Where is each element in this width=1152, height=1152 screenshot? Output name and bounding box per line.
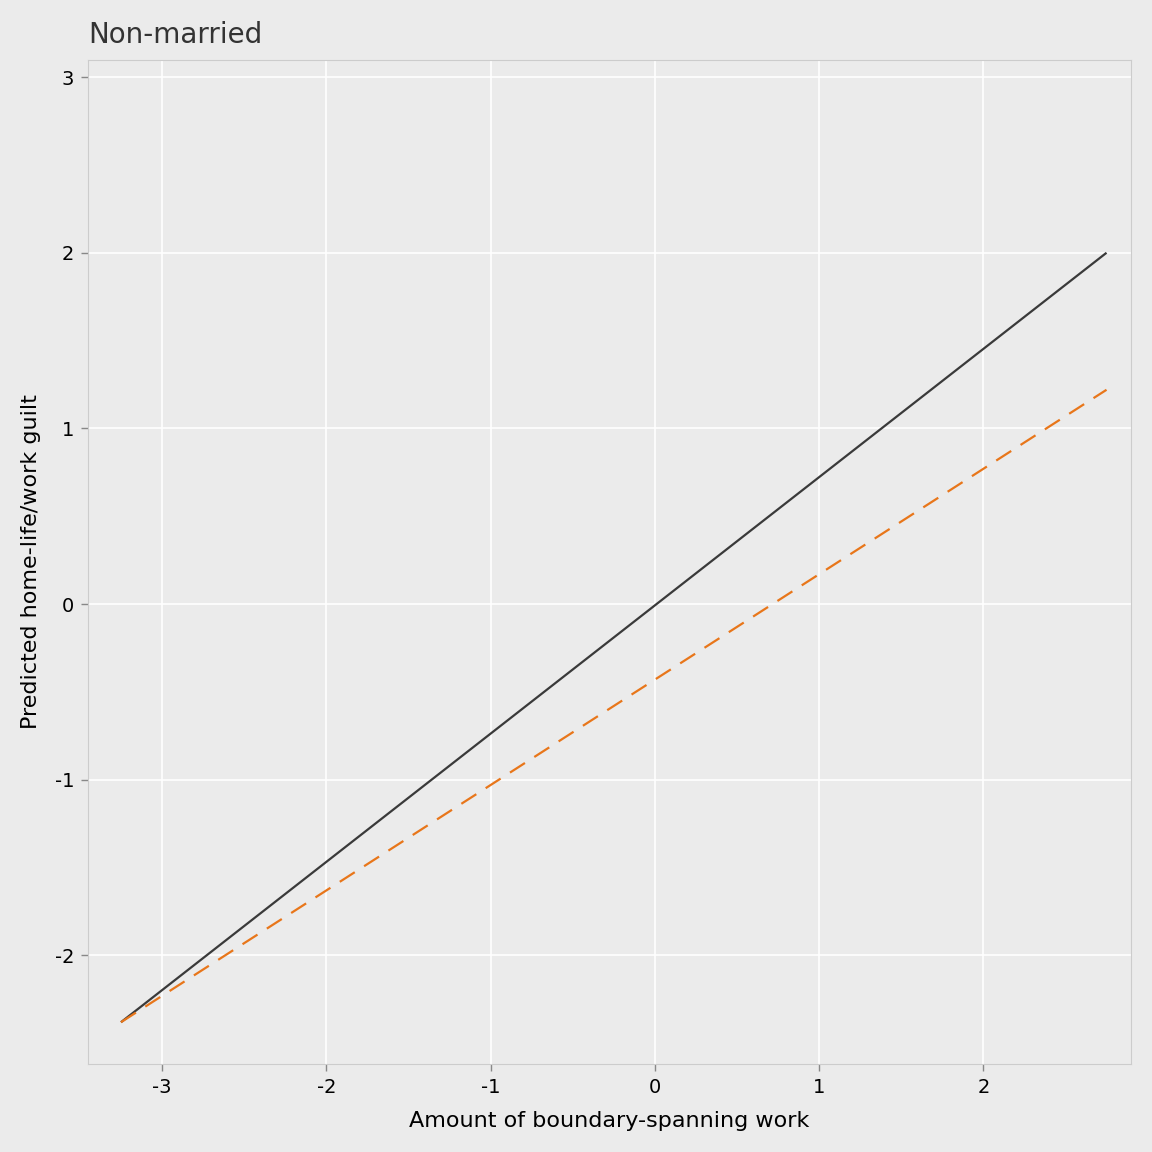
- Y-axis label: Predicted home-life/work guilt: Predicted home-life/work guilt: [21, 394, 40, 729]
- Text: Non-married: Non-married: [88, 21, 263, 48]
- X-axis label: Amount of boundary-spanning work: Amount of boundary-spanning work: [409, 1112, 810, 1131]
